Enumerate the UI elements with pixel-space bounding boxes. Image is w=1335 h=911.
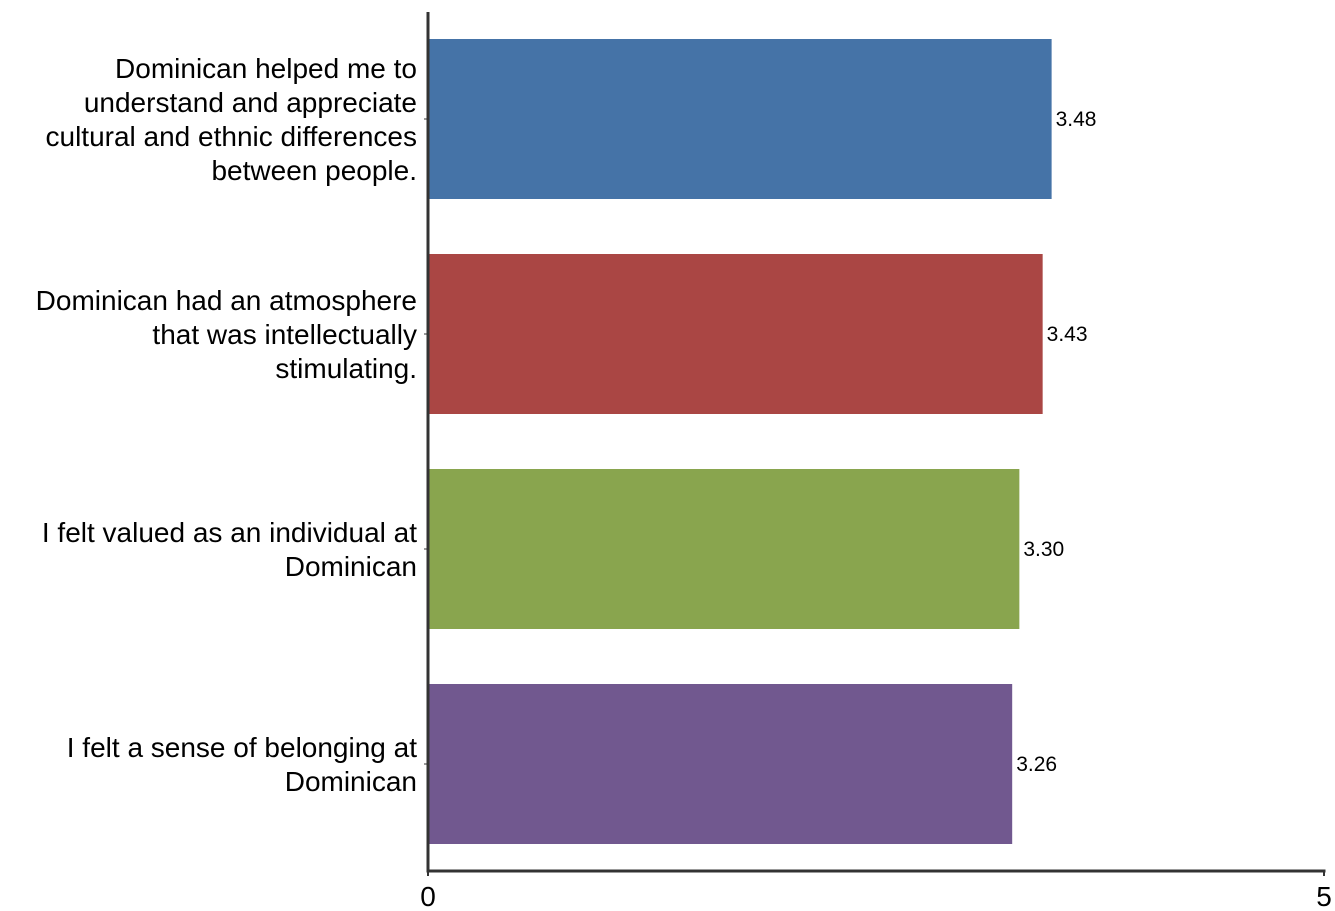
category-label-line: Dominican	[285, 766, 417, 797]
category-label: I felt a sense of belonging at Dominican	[67, 732, 417, 797]
value-label: 3.26	[1016, 753, 1057, 776]
bar	[428, 254, 1043, 414]
value-label: 3.48	[1056, 108, 1097, 131]
category-label: I felt valued as an individual at Dominic…	[42, 517, 417, 582]
x-tick-label: 5	[1316, 881, 1332, 911]
bar	[428, 39, 1052, 199]
category-labels: Dominican helped me to understand and app…	[36, 53, 418, 797]
category-label-line: understand and appreciate	[84, 87, 417, 118]
bars-layer	[428, 39, 1052, 844]
bar	[428, 684, 1013, 844]
category-label-line: I felt valued as an individual at	[42, 517, 417, 548]
bar	[428, 469, 1020, 629]
category-label-line: Dominican helped me to	[115, 53, 417, 84]
category-label: Dominican helped me to understand and app…	[46, 53, 418, 186]
category-label: Dominican had an atmosphere that was inte…	[36, 285, 417, 384]
category-label-line: stimulating.	[275, 353, 417, 384]
category-label-line: between people.	[211, 155, 417, 186]
value-labels: 3.48 3.43 3.30 3.26	[1016, 108, 1096, 776]
category-label-line: that was intellectually	[152, 319, 417, 350]
category-label-line: I felt a sense of belonging at	[67, 732, 417, 763]
value-label: 3.30	[1023, 538, 1064, 561]
category-label-line: Dominican	[285, 551, 417, 582]
value-label: 3.43	[1047, 323, 1088, 346]
category-label-line: Dominican had an atmosphere	[36, 285, 417, 316]
x-tick-label: 0	[420, 881, 436, 911]
category-label-line: cultural and ethnic differences	[46, 121, 418, 152]
